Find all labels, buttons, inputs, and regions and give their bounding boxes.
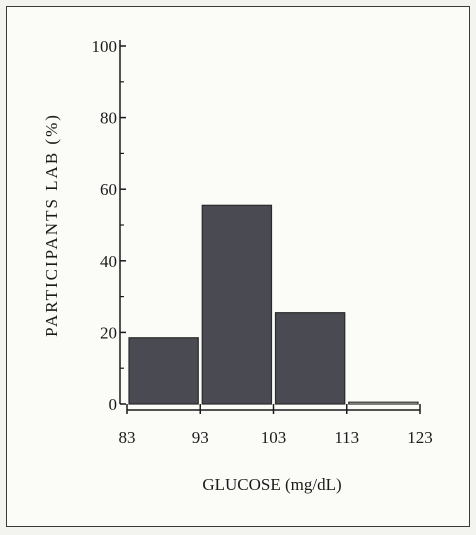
histogram-bar-3 [348,401,419,405]
y-tick-label-0: 0 [109,395,118,414]
y-tick-label-100: 100 [92,37,118,56]
bars-group [128,204,419,405]
y-tick-label-60: 60 [100,180,117,199]
histogram-bar-1 [201,204,273,405]
y-tick-label-80: 80 [100,109,117,128]
x-axis-title: GLUCOSE (mg/dL) [202,475,341,494]
histogram-bar-0 [128,337,199,405]
y-tick-label-40: 40 [100,252,117,271]
y-axis-title: PARTICIPANTS LAB (%) [42,113,61,337]
x-tick-label-113: 113 [334,428,359,447]
y-tick-label-20: 20 [100,323,117,342]
x-tick-label-83: 83 [119,428,136,447]
x-axis: 83 93 103 113 123 [119,404,433,447]
y-axis: 0 20 40 60 80 100 [92,37,126,414]
x-tick-label-123: 123 [407,428,433,447]
x-tick-label-103: 103 [261,428,287,447]
histogram-bar-2 [274,312,346,405]
x-tick-label-93: 93 [192,428,209,447]
